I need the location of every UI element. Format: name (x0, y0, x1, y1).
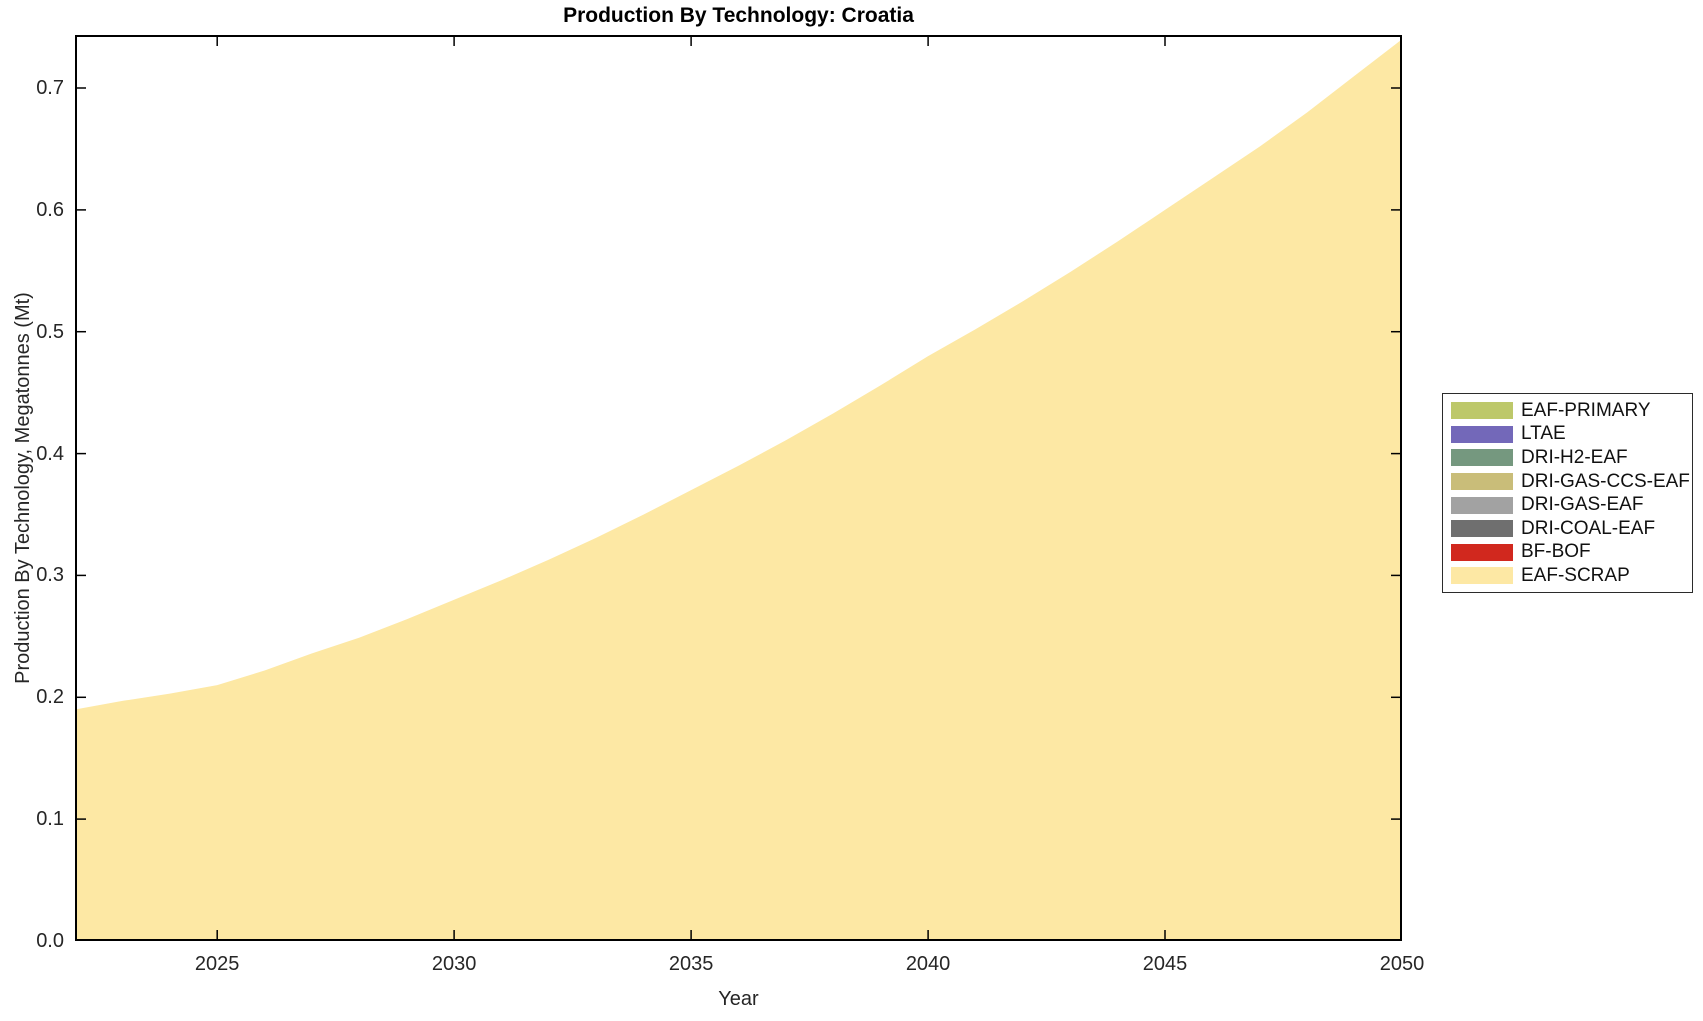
axes-box (75, 35, 1402, 941)
x-tick-label: 2035 (668, 953, 714, 975)
area-series-EAF-SCRAP (75, 39, 1402, 941)
legend-swatch-icon (1451, 496, 1513, 514)
legend-item-label: DRI-H2-EAF (1521, 446, 1628, 468)
legend-swatch-icon (1451, 543, 1513, 561)
y-tick-label: 0.6 (36, 198, 64, 221)
legend-swatch-icon (1451, 449, 1513, 467)
legend-item-label: DRI-GAS-EAF (1521, 494, 1644, 516)
legend-item: DRI-H2-EAF (1443, 446, 1692, 470)
x-tick-label: 2050 (1379, 953, 1425, 975)
legend-item: LTAE (1443, 423, 1692, 447)
legend-swatch-icon (1451, 402, 1513, 420)
y-tick-label: 0.5 (36, 320, 64, 343)
legend-box: EAF-PRIMARY LTAE DRI-H2-EAF DRI-GAS-CCS-EAF… (1442, 393, 1693, 593)
legend-item: EAF-SCRAP (1443, 564, 1692, 588)
legend-item-label: EAF-PRIMARY (1521, 399, 1651, 421)
x-tick-label: 2045 (1142, 953, 1188, 975)
y-axis-label: Production By Technology, Megatonnes (Mt… (12, 292, 34, 684)
legend-item: DRI-COAL-EAF (1443, 517, 1692, 541)
x-tick-label: 2040 (905, 953, 951, 975)
legend-swatch-icon (1451, 520, 1513, 538)
legend-swatch-icon (1451, 473, 1513, 491)
y-tick-label: 0.1 (36, 808, 64, 831)
x-tick-label: 2025 (194, 953, 240, 975)
legend-item-label: BF-BOF (1521, 541, 1591, 563)
legend-item: EAF-PRIMARY (1443, 399, 1692, 423)
x-tick-label: 2030 (431, 953, 477, 975)
legend-item-label: LTAE (1521, 423, 1566, 445)
x-axis-label: Year (718, 988, 759, 1010)
legend-item-label: DRI-GAS-CCS-EAF (1521, 470, 1690, 492)
y-tick-label: 0.3 (36, 564, 64, 587)
plot-area (75, 35, 1402, 941)
legend-swatch-icon (1451, 425, 1513, 443)
legend-item: DRI-GAS-EAF (1443, 493, 1692, 517)
y-tick-label: 0.7 (36, 77, 64, 99)
chart-title: Production By Technology: Croatia (563, 4, 914, 27)
legend-item: BF-BOF (1443, 541, 1692, 565)
y-tick-label: 0.2 (36, 686, 64, 709)
y-tick-label: 0.4 (36, 442, 64, 465)
legend-item: DRI-GAS-CCS-EAF (1443, 470, 1692, 494)
legend-swatch-icon (1451, 567, 1513, 585)
y-tick-label: 0.0 (36, 930, 64, 952)
legend-item-label: EAF-SCRAP (1521, 564, 1630, 586)
legend-item-label: DRI-COAL-EAF (1521, 517, 1656, 539)
